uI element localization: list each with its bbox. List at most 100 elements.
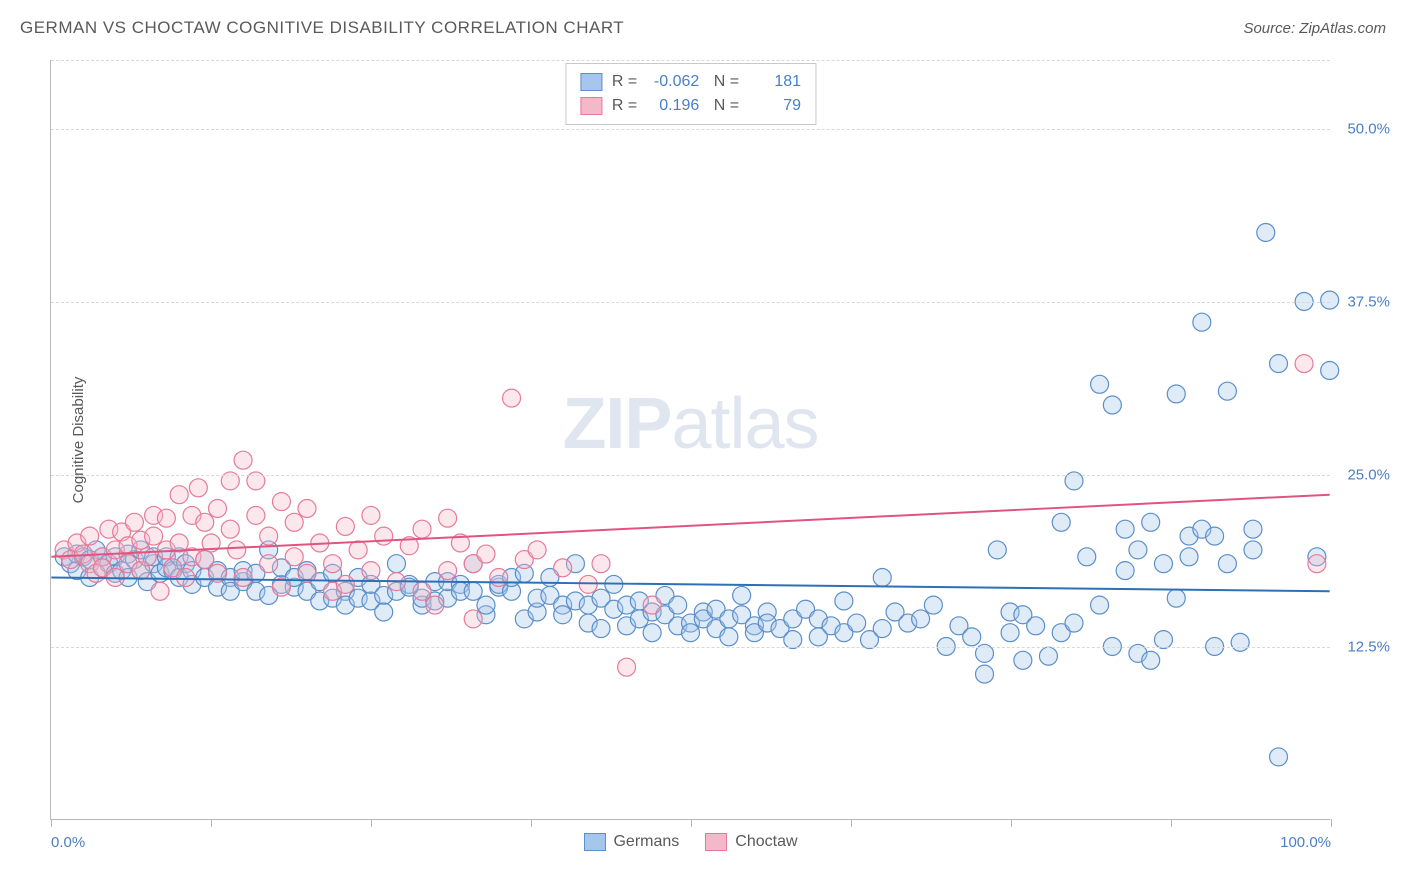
- data-point: [1091, 375, 1109, 393]
- data-point: [1091, 596, 1109, 614]
- data-point: [151, 582, 169, 600]
- data-point: [1039, 647, 1057, 665]
- data-point: [247, 506, 265, 524]
- x-tick: [691, 819, 692, 827]
- data-point: [592, 555, 610, 573]
- swatch-choctaw: [580, 97, 602, 115]
- data-point: [1065, 614, 1083, 632]
- data-point: [426, 596, 444, 614]
- data-point: [1231, 633, 1249, 651]
- data-point: [1014, 651, 1032, 669]
- data-point: [439, 562, 457, 580]
- data-point: [1218, 382, 1236, 400]
- data-point: [464, 610, 482, 628]
- chart-plot-area: Cognitive Disability ZIPatlas R = -0.062…: [50, 60, 1330, 820]
- data-point: [196, 513, 214, 531]
- y-tick-label: 25.0%: [1347, 466, 1390, 483]
- x-tick: [51, 819, 52, 827]
- data-point: [362, 506, 380, 524]
- data-point: [554, 559, 572, 577]
- series-legend: Germans Choctaw: [583, 833, 797, 851]
- data-point: [988, 541, 1006, 559]
- stats-row-germans: R = -0.062 N = 181: [580, 70, 801, 94]
- data-point: [349, 541, 367, 559]
- data-point: [285, 548, 303, 566]
- data-point: [234, 569, 252, 587]
- data-point: [362, 562, 380, 580]
- data-point: [260, 527, 278, 545]
- data-point: [490, 569, 508, 587]
- data-point: [1116, 520, 1134, 538]
- data-point: [720, 628, 738, 646]
- legend-item-choctaw: Choctaw: [705, 833, 797, 851]
- data-point: [1218, 555, 1236, 573]
- data-point: [138, 548, 156, 566]
- x-tick-label: 0.0%: [51, 834, 85, 851]
- data-point: [1321, 362, 1339, 380]
- x-tick: [1171, 819, 1172, 827]
- grid-line: [51, 647, 1330, 648]
- data-point: [643, 596, 661, 614]
- x-tick: [1331, 819, 1332, 827]
- legend-item-germans: Germans: [583, 833, 679, 851]
- data-point: [1270, 748, 1288, 766]
- data-point: [1103, 396, 1121, 414]
- data-point: [477, 545, 495, 563]
- y-tick-label: 37.5%: [1347, 293, 1390, 310]
- data-point: [873, 620, 891, 638]
- data-point: [1116, 562, 1134, 580]
- data-point: [81, 527, 99, 545]
- data-point: [1129, 541, 1147, 559]
- stats-legend: R = -0.062 N = 181 R = 0.196 N = 79: [565, 63, 816, 125]
- data-point: [643, 624, 661, 642]
- grid-line: [51, 129, 1330, 130]
- data-point: [1052, 513, 1070, 531]
- data-point: [157, 509, 175, 527]
- x-tick-label: 100.0%: [1280, 834, 1331, 851]
- data-point: [209, 500, 227, 518]
- data-point: [298, 500, 316, 518]
- data-point: [669, 596, 687, 614]
- swatch-germans: [580, 73, 602, 91]
- data-point: [592, 620, 610, 638]
- x-tick: [531, 819, 532, 827]
- x-tick: [211, 819, 212, 827]
- data-point: [682, 624, 700, 642]
- data-point: [618, 658, 636, 676]
- data-point: [733, 586, 751, 604]
- data-point: [324, 555, 342, 573]
- chart-title: GERMAN VS CHOCTAW COGNITIVE DISABILITY C…: [20, 18, 624, 38]
- data-point: [873, 569, 891, 587]
- data-point: [579, 575, 597, 593]
- data-point: [336, 517, 354, 535]
- data-point: [221, 520, 239, 538]
- grid-line: [51, 475, 1330, 476]
- data-point: [285, 513, 303, 531]
- data-point: [1142, 651, 1160, 669]
- data-point: [1244, 520, 1262, 538]
- data-point: [528, 541, 546, 559]
- stats-row-choctaw: R = 0.196 N = 79: [580, 94, 801, 118]
- data-point: [228, 541, 246, 559]
- data-point: [145, 527, 163, 545]
- data-point: [1321, 291, 1339, 309]
- grid-line: [51, 302, 1330, 303]
- x-tick: [851, 819, 852, 827]
- data-point: [439, 509, 457, 527]
- data-point: [1078, 548, 1096, 566]
- data-point: [375, 527, 393, 545]
- data-point: [260, 555, 278, 573]
- data-point: [835, 592, 853, 610]
- data-point: [1027, 617, 1045, 635]
- data-point: [387, 555, 405, 573]
- data-point: [1154, 555, 1172, 573]
- scatter-svg: [51, 60, 1330, 819]
- data-point: [924, 596, 942, 614]
- data-point: [1295, 355, 1313, 373]
- data-point: [413, 582, 431, 600]
- data-point: [976, 665, 994, 683]
- data-point: [272, 493, 290, 511]
- data-point: [784, 631, 802, 649]
- data-point: [234, 451, 252, 469]
- data-point: [336, 575, 354, 593]
